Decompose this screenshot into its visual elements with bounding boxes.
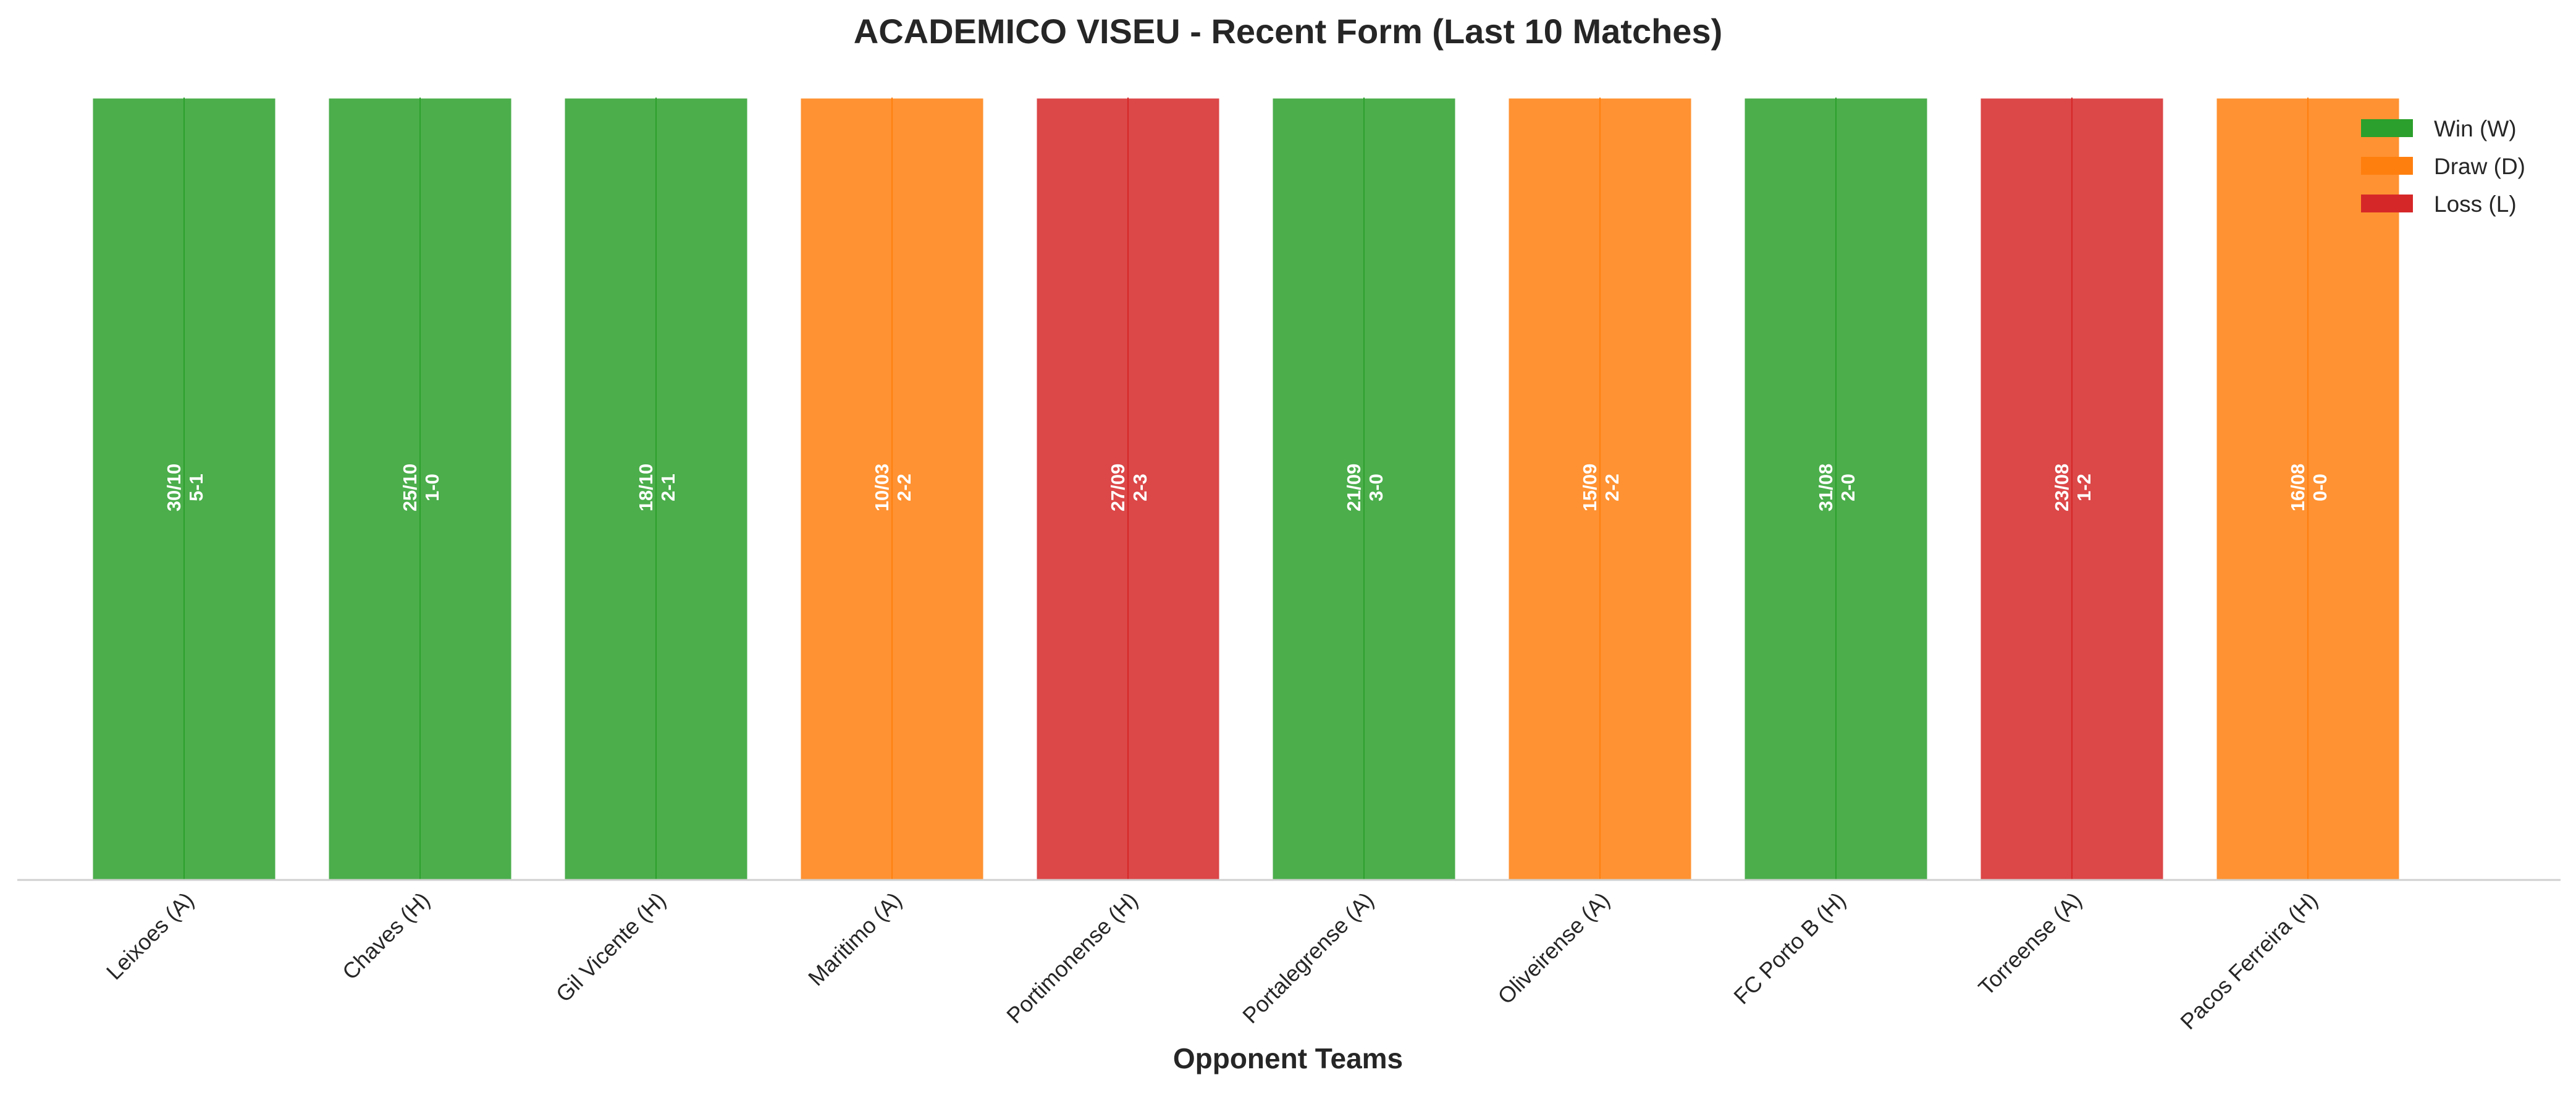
bar-label-10: 16/080-0 (2287, 464, 2331, 512)
x-tick-label-7: Oliveirense (A) (1492, 887, 1614, 1009)
match-date: 10/03 (871, 464, 893, 512)
x-tick-label-6: Portalegrense (A) (1237, 887, 1378, 1028)
x-tick-labels: Leixoes (A) Chaves (H) Gil Vicente (H) Mari… (101, 887, 2323, 1034)
match-date: 27/09 (1107, 464, 1129, 512)
match-date: 23/08 (2051, 464, 2073, 512)
match-score: 1-2 (2073, 474, 2095, 501)
match-date: 25/10 (399, 464, 421, 512)
legend-swatch-d (2361, 157, 2413, 175)
bar-label-8: 31/082-0 (1815, 464, 1859, 512)
x-tick-label-2: Chaves (H) (337, 887, 435, 985)
x-tick-label-8: FC Porto B (H) (1728, 887, 1850, 1009)
match-date: 30/10 (163, 464, 185, 512)
x-tick-label-1: Leixoes (A) (101, 887, 199, 985)
match-score: 2-2 (893, 474, 915, 501)
legend-swatch-l (2361, 195, 2413, 212)
bar-label-7: 15/092-2 (1579, 464, 1623, 512)
match-score: 2-1 (657, 474, 679, 501)
x-tick-label-9: Torreense (A) (1973, 887, 2086, 1000)
bar-label-2: 25/101-0 (399, 464, 443, 512)
match-date: 16/08 (2287, 464, 2309, 512)
legend-swatch-w (2361, 119, 2413, 137)
legend-label-l: Loss (L) (2434, 191, 2517, 217)
x-tick-label-4: Maritimo (A) (803, 887, 907, 991)
bar-label-4: 10/032-2 (871, 464, 915, 512)
legend: Win (W) Draw (D) Loss (L) (2361, 116, 2525, 217)
match-date: 21/09 (1343, 464, 1365, 512)
legend-label-d: Draw (D) (2434, 154, 2525, 179)
match-score: 5-1 (185, 474, 207, 501)
x-tick-label-10: Pacos Ferreira (H) (2175, 887, 2322, 1034)
match-score: 2-0 (1837, 474, 1859, 501)
bar-label-6: 21/093-0 (1343, 464, 1387, 512)
bar-label-5: 27/092-3 (1107, 464, 1151, 512)
x-tick-label-3: Gil Vicente (H) (551, 887, 671, 1007)
x-tick-label-5: Portimonense (H) (1001, 887, 1142, 1028)
match-date: 18/10 (635, 464, 657, 512)
match-score: 3-0 (1365, 474, 1387, 501)
match-date: 31/08 (1815, 464, 1837, 512)
match-date: 15/09 (1579, 464, 1601, 512)
bar-label-1: 30/105-1 (163, 464, 207, 512)
bar-label-3: 18/102-1 (635, 464, 679, 512)
bars-group: 30/105-1 25/101-0 18/102-1 10/032-2 27/092-3… (91, 96, 2401, 881)
match-score: 1-0 (421, 474, 443, 501)
match-score: 2-2 (1601, 474, 1623, 501)
legend-label-w: Win (W) (2434, 116, 2517, 141)
x-axis-label: Opponent Teams (1173, 1042, 1403, 1074)
bar-label-9: 23/081-2 (2051, 464, 2095, 512)
chart-title: ACADEMICO VISEU - Recent Form (Last 10 M… (854, 12, 1722, 51)
match-score: 2-3 (1129, 474, 1151, 501)
match-score: 0-0 (2309, 474, 2331, 501)
